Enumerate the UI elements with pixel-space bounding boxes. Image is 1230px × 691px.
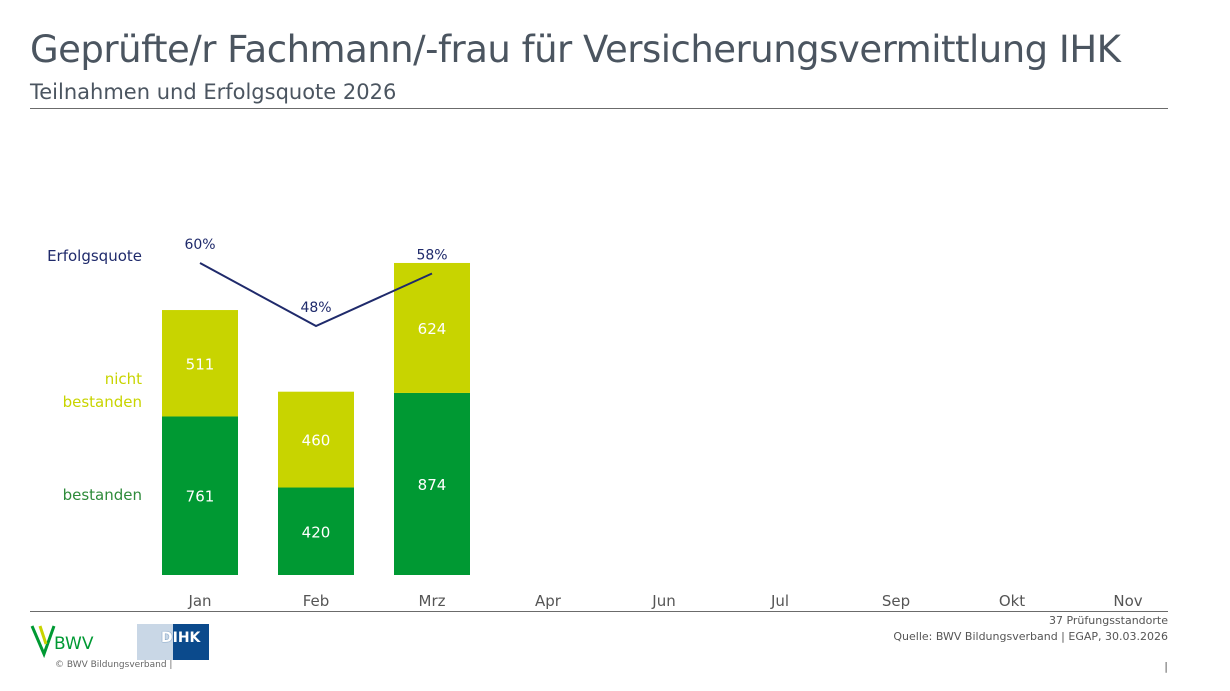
- legend-nicht: nicht: [104, 370, 142, 388]
- legend-erfolgsquote: Erfolgsquote: [47, 247, 142, 265]
- x-tick-label: Jul: [770, 592, 789, 610]
- legend-nicht-bestanden: nicht bestanden: [12, 368, 142, 414]
- bar-bestanden: [394, 392, 470, 575]
- footer-source: Quelle: BWV Bildungsverband | EGAP, 30.0…: [893, 630, 1168, 643]
- bar-bestanden: [278, 487, 354, 575]
- dihk-logo-text: DIHK: [161, 630, 201, 646]
- footer-divider: [30, 611, 1168, 612]
- erfolgsquote-label: 60%: [184, 237, 215, 253]
- dihk-logo: DIHK: [137, 624, 209, 660]
- footer-page: |: [1164, 660, 1168, 673]
- x-tick-label: Nov: [1113, 592, 1142, 610]
- title-divider: [30, 108, 1168, 109]
- bar-bestanden: [162, 416, 238, 575]
- erfolgsquote-line: [199, 262, 433, 328]
- bwv-logo: BWV: [30, 624, 120, 658]
- bar-label: 460: [302, 432, 331, 450]
- x-tick-label: Mrz: [419, 592, 446, 610]
- page-subtitle: Teilnahmen und Erfolgsquote 2026: [30, 80, 397, 104]
- bar-label: 511: [186, 355, 215, 373]
- legend-bestanden-part: bestanden: [62, 393, 142, 411]
- page-title: Geprüfte/r Fachmann/-frau für Versicheru…: [30, 28, 1121, 71]
- x-tick-label: Jun: [651, 592, 675, 610]
- x-tick-label: Sep: [882, 592, 910, 610]
- bar-nicht-bestanden: [162, 310, 238, 417]
- footer-copyright: © BWV Bildungsverband |: [55, 660, 173, 670]
- x-tick-label: Jan: [187, 592, 211, 610]
- legend-bestanden: bestanden: [62, 486, 142, 504]
- bar-label: 761: [186, 488, 215, 506]
- x-tick-label: Okt: [999, 592, 1025, 610]
- x-tick-label: Apr: [535, 592, 562, 610]
- bar-nicht-bestanden: [278, 391, 354, 488]
- erfolgsquote-label: 58%: [416, 248, 447, 264]
- bar-label: 874: [418, 476, 447, 494]
- bwv-logo-text: BWV: [54, 634, 94, 654]
- erfolgsquote-label: 48%: [300, 300, 331, 316]
- x-tick-label: Feb: [303, 592, 330, 610]
- bar-label: 624: [418, 320, 447, 338]
- footer-sites: 37 Prüfungsstandorte: [1048, 614, 1168, 627]
- bar-label: 420: [302, 523, 331, 541]
